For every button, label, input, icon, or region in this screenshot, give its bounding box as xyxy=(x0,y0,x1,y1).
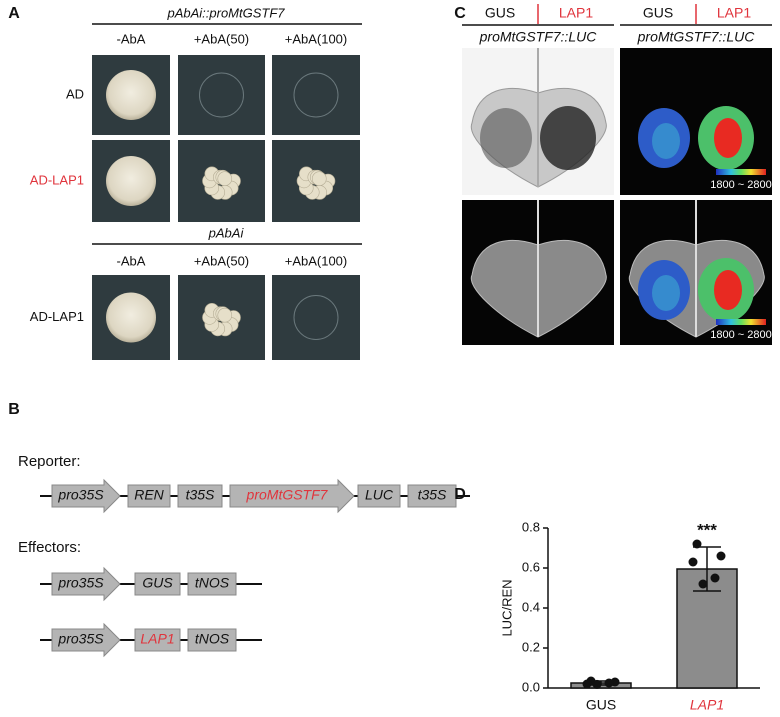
plate xyxy=(272,275,360,360)
panel-label: C xyxy=(454,5,466,22)
element-label: LAP1 xyxy=(140,631,174,647)
colony-cluster xyxy=(217,171,233,186)
promoter-arrow xyxy=(229,478,355,514)
column-label: +AbA(100) xyxy=(285,31,348,46)
element-label: proMtGSTF7 xyxy=(246,487,329,503)
signal-low-inner xyxy=(652,275,680,311)
gene-box xyxy=(357,484,401,508)
colony xyxy=(106,292,156,343)
y-tick-label: 0.2 xyxy=(522,639,540,654)
section-title: Reporter: xyxy=(18,453,81,470)
spot-empty xyxy=(293,72,339,118)
data-point xyxy=(688,557,698,567)
gene-box xyxy=(187,628,237,652)
column-label: -AbA xyxy=(117,253,146,268)
gene-box xyxy=(177,484,223,508)
element-label: GUS xyxy=(142,575,173,591)
signal-high-inner xyxy=(714,270,742,310)
row-label: AD-LAP1 xyxy=(30,309,84,324)
x-tick-label: LAP1 xyxy=(690,697,724,713)
y-axis-label: LUC/REN xyxy=(499,579,514,636)
element-label: tNOS xyxy=(195,631,230,647)
column-label: +AbA(50) xyxy=(194,31,249,46)
element-label: t35S xyxy=(186,487,215,503)
element-label: LUC xyxy=(365,487,394,503)
data-point xyxy=(698,579,708,589)
colony-cluster xyxy=(217,307,233,323)
signal-high-inner xyxy=(714,118,742,158)
y-tick-label: 0.4 xyxy=(522,599,540,614)
promoter-arrow xyxy=(51,566,121,602)
y-tick-label: 0.6 xyxy=(522,559,540,574)
data-point xyxy=(604,678,614,688)
element-label: t35S xyxy=(418,487,447,503)
construct-label: proMtGSTF7::LUC xyxy=(637,29,756,45)
column-label: +AbA(100) xyxy=(285,253,348,268)
element-label: pro35S xyxy=(57,575,104,591)
column-label: +AbA(50) xyxy=(194,253,249,268)
spot-empty xyxy=(199,72,244,118)
promoter-arrow xyxy=(51,478,121,514)
row-label: AD-LAP1 xyxy=(30,172,84,187)
section-title: Effectors: xyxy=(18,539,81,556)
promoter-arrow xyxy=(51,622,121,658)
significance: *** xyxy=(697,520,717,539)
colorbar xyxy=(716,319,766,325)
row-label: AD xyxy=(66,86,84,101)
signal-dark xyxy=(480,108,532,168)
data-point xyxy=(716,551,726,561)
data-point xyxy=(710,573,720,583)
gene-box xyxy=(134,628,181,652)
colony-cluster xyxy=(311,171,327,186)
colony xyxy=(106,156,156,206)
gene-box xyxy=(134,572,181,596)
spot-empty xyxy=(293,295,339,340)
condition-label: GUS xyxy=(643,5,673,21)
y-tick-label: 0.8 xyxy=(522,519,540,534)
condition-label: LAP1 xyxy=(717,5,751,21)
plate xyxy=(272,55,360,135)
signal-dark xyxy=(540,106,596,170)
gene-box xyxy=(187,572,237,596)
element-label: tNOS xyxy=(195,575,230,591)
group-title: pAbAi xyxy=(208,225,245,240)
signal-low-inner xyxy=(652,123,680,159)
panel-label: A xyxy=(8,5,20,22)
gene-box xyxy=(407,484,457,508)
colony xyxy=(106,70,156,120)
data-point xyxy=(692,539,702,549)
y-tick-label: 0.0 xyxy=(522,679,540,694)
x-tick-label: GUS xyxy=(586,697,616,713)
group-title: pAbAi::proMtGSTF7 xyxy=(166,5,285,20)
construct-label: proMtGSTF7::LUC xyxy=(479,29,598,45)
colorbar-label: 1800 ~ 2800 xyxy=(710,179,771,191)
colorbar-label: 1800 ~ 2800 xyxy=(710,329,771,341)
panel-label: B xyxy=(8,401,20,418)
column-label: -AbA xyxy=(117,31,146,46)
panel-label: D xyxy=(454,486,466,503)
data-point xyxy=(582,679,592,689)
element-label: pro35S xyxy=(57,487,104,503)
data-point xyxy=(592,679,602,689)
condition-label: LAP1 xyxy=(559,5,593,21)
element-label: pro35S xyxy=(57,631,104,647)
plate xyxy=(178,55,265,135)
condition-label: GUS xyxy=(485,5,515,21)
element-label: REN xyxy=(134,487,164,503)
colorbar xyxy=(716,169,766,175)
gene-box xyxy=(127,484,171,508)
